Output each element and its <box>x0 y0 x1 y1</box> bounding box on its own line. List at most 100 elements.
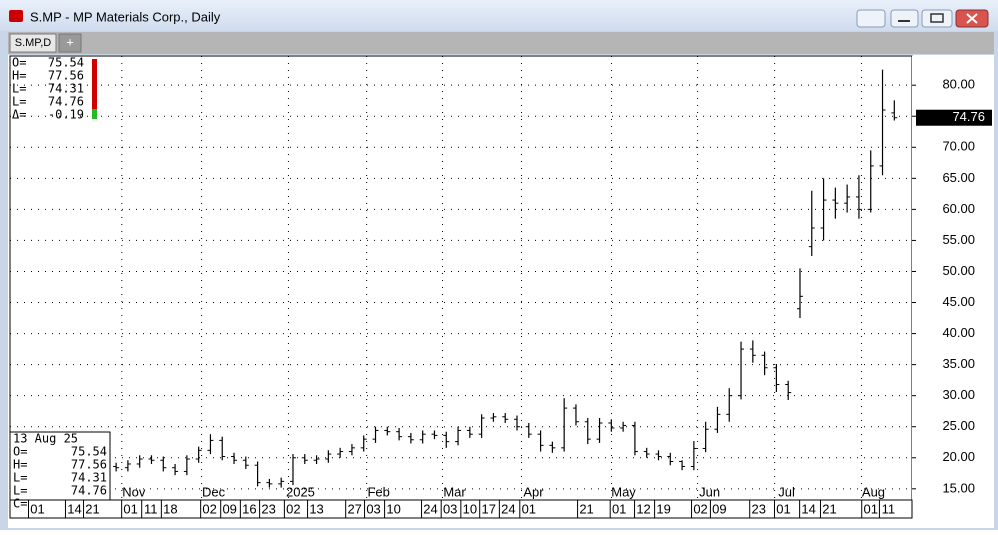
ohlc-bar <box>773 364 780 392</box>
y-tick-label: 25.00 <box>942 418 975 433</box>
y-tick-label: 55.00 <box>942 232 975 247</box>
new-tab[interactable] <box>58 33 82 53</box>
y-tick-label: 30.00 <box>942 387 975 402</box>
ohlc-bar <box>855 175 862 219</box>
info-value: 75.54 <box>71 445 107 459</box>
info-value: 77.56 <box>71 458 107 472</box>
ohlc-bar <box>667 452 674 466</box>
tab-label[interactable]: S.MP,D <box>15 37 52 49</box>
chart-area <box>8 55 994 528</box>
x-tick-label: 24 <box>501 501 515 516</box>
y-tick-label: 20.00 <box>942 449 975 464</box>
x-tick-label: 11 <box>144 501 158 516</box>
ohlc-bar <box>337 447 344 458</box>
info-label: L= <box>12 95 26 109</box>
range-indicator <box>92 59 97 109</box>
ohlc-bar <box>372 426 379 443</box>
window-title: S.MP - MP Materials Corp., Daily <box>30 9 221 24</box>
ohlc-bar <box>796 268 803 319</box>
ohlc-bar <box>254 461 261 487</box>
title-bar <box>0 0 998 31</box>
x-tick-label: 13 <box>309 501 323 516</box>
ohlc-bar <box>160 456 167 472</box>
x-tick-label: 21 <box>822 501 836 516</box>
price-tag <box>916 109 992 126</box>
y-tick-label: 65.00 <box>942 170 975 185</box>
ohlc-bar <box>726 388 733 422</box>
minimize-button[interactable] <box>890 9 919 28</box>
ohlc-bar <box>325 450 332 463</box>
info-value: 74.31 <box>71 471 107 485</box>
x-tick-label: 10 <box>463 501 477 516</box>
x-tick-label: 21 <box>85 501 99 516</box>
ohlc-bar <box>631 421 638 456</box>
tab[interactable] <box>9 33 57 53</box>
ohlc-bar <box>431 430 438 440</box>
ohlc-bar <box>844 184 851 213</box>
month-label: Jul <box>778 484 795 499</box>
ohlc-bar <box>360 435 367 452</box>
info-box <box>9 431 111 501</box>
ohlc-bar <box>289 454 296 486</box>
month-label: Mar <box>443 484 466 499</box>
info-value: -0.19 <box>48 108 84 122</box>
ohlc-bar <box>832 187 839 219</box>
info-value: 74.76 <box>71 484 107 498</box>
ohlc-bar <box>749 340 756 363</box>
ohlc-bar <box>702 421 709 453</box>
new-tab-label[interactable]: + <box>66 34 74 49</box>
ohlc-bar <box>266 478 273 488</box>
info-label: L= <box>13 484 27 498</box>
maximize-button[interactable] <box>921 9 953 28</box>
x-tick-label: 23 <box>751 501 765 516</box>
ohlc-bar <box>183 455 190 476</box>
ohlc-bar <box>655 450 662 461</box>
x-tick-label: 24 <box>423 501 437 516</box>
ohlc-bar <box>572 404 579 426</box>
price-axis <box>912 56 994 500</box>
ohlc-bar <box>396 427 403 441</box>
ohlc-bar <box>231 452 238 464</box>
info-label: H= <box>12 69 26 83</box>
x-tick-label: 16 <box>242 501 256 516</box>
y-tick-label: 45.00 <box>942 294 975 309</box>
month-label: Feb <box>367 484 389 499</box>
ohlc-bar <box>502 413 509 423</box>
app-icon <box>9 10 23 22</box>
info-value: 74.31 <box>48 82 84 96</box>
month-label: Apr <box>523 484 544 499</box>
ohlc-bar <box>514 415 521 431</box>
ohlc-bar <box>313 455 320 464</box>
x-tick-label: 09 <box>222 501 236 516</box>
y-tick-label: 40.00 <box>942 325 975 340</box>
info-date: 13 Aug 25 <box>13 432 78 446</box>
ohlc-bar <box>384 426 391 436</box>
ohlc-bar <box>879 69 886 176</box>
ohlc-bar <box>207 434 214 455</box>
x-tick-label: 14 <box>67 501 81 516</box>
ohlc-bar <box>136 455 143 468</box>
y-tick-label: 70.00 <box>942 139 975 154</box>
ohlc-bar <box>867 150 874 213</box>
ohlc-bar <box>478 414 485 438</box>
x-tick-label: 14 <box>801 501 815 516</box>
x-tick-label: 23 <box>261 501 275 516</box>
y-tick-label: 60.00 <box>942 201 975 216</box>
month-label: Dec <box>202 484 226 499</box>
x-tick-label: 01 <box>863 501 877 516</box>
y-tick-label: 15.00 <box>942 480 975 495</box>
x-tick-label: 02 <box>202 501 216 516</box>
ohlc-bar <box>561 398 568 452</box>
ohlc-bar <box>490 413 497 422</box>
x-tick-label: 11 <box>882 501 896 516</box>
info-label: C= <box>13 497 27 511</box>
y-tick-label: 80.00 <box>942 77 975 92</box>
link-button[interactable] <box>856 9 886 28</box>
ohlc-bar <box>620 421 627 432</box>
ohlc-bar <box>761 351 768 376</box>
ohlc-bar <box>820 178 827 241</box>
ohlc-bar <box>348 444 355 456</box>
ohlc-bar <box>596 418 603 443</box>
x-tick-label: 01 <box>612 501 626 516</box>
ohlc-bar <box>301 454 308 464</box>
